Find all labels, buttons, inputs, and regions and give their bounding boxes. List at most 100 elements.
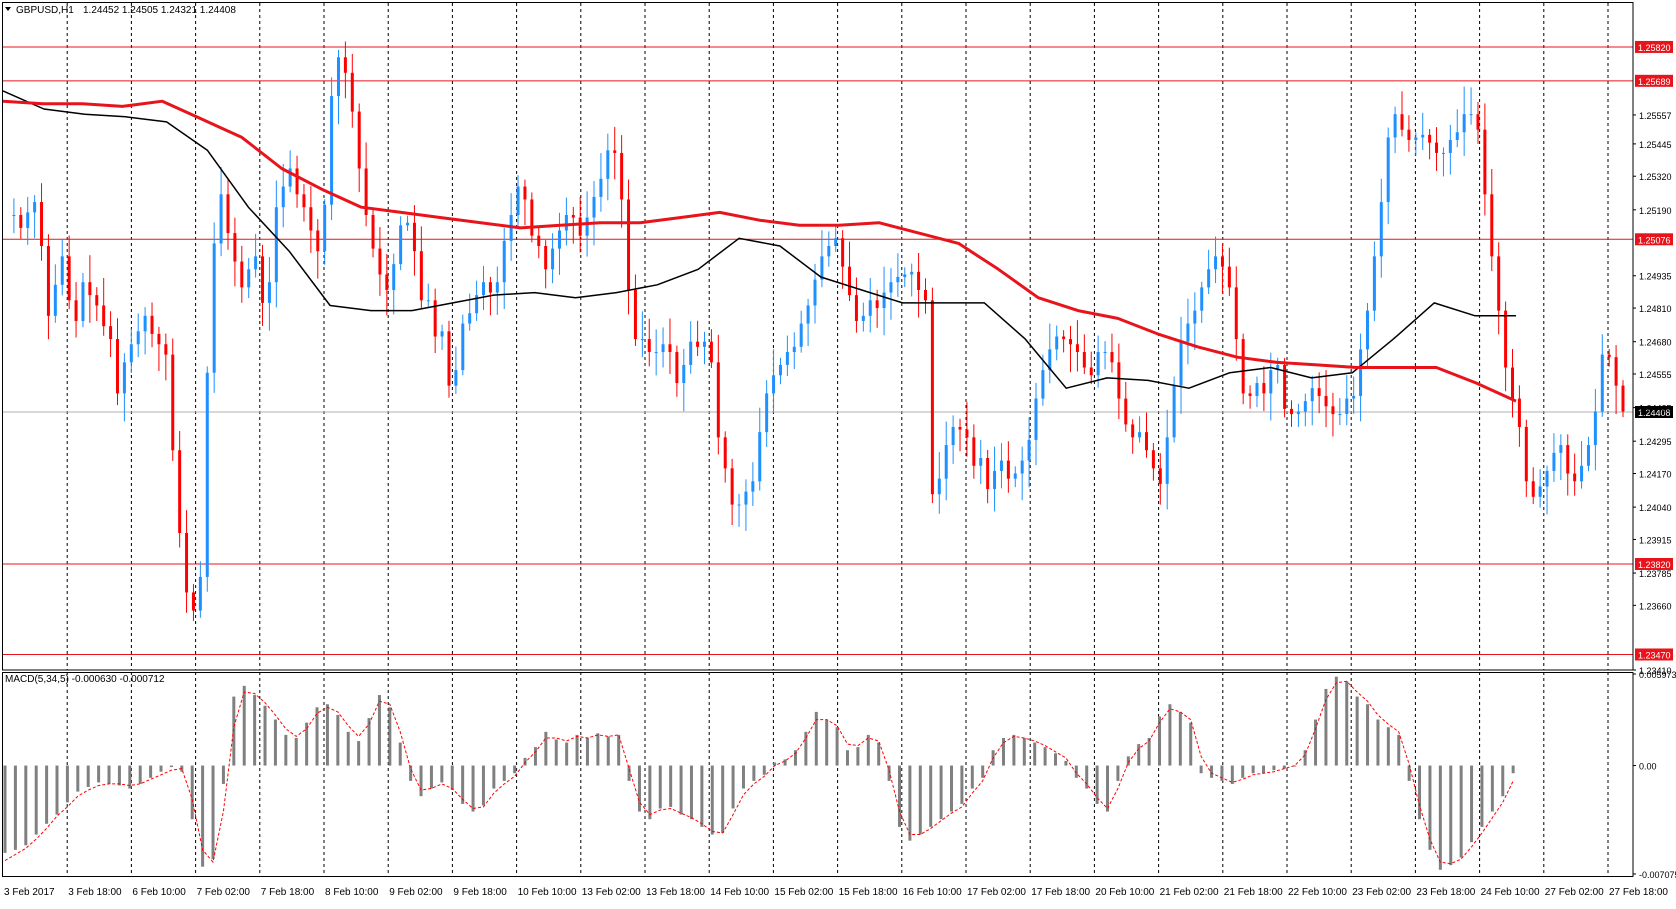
bull-candle — [889, 268, 893, 320]
candle-body — [1207, 269, 1211, 288]
bear-candle — [1483, 103, 1487, 216]
bull-candle — [1365, 302, 1369, 367]
bull-candle — [1393, 106, 1397, 154]
candle-body — [1186, 323, 1190, 342]
macd-histogram-bar — [825, 719, 829, 766]
bull-candle — [1559, 434, 1563, 481]
time-tick-label: 7 Feb 02:00 — [197, 887, 251, 898]
bull-candle — [806, 298, 810, 346]
bear-candle — [848, 241, 852, 301]
bear-candle — [364, 142, 368, 227]
bear-candle — [447, 320, 451, 398]
candle-body — [1290, 408, 1294, 415]
candle-body — [60, 256, 64, 285]
bull-candle — [703, 331, 707, 365]
macd-histogram-bar — [1033, 742, 1037, 766]
bear-candle — [1110, 333, 1114, 373]
time-tick-label: 17 Feb 18:00 — [1031, 887, 1090, 898]
candle-body — [827, 246, 831, 257]
candle-body — [792, 346, 796, 353]
bull-candle — [1372, 241, 1376, 322]
bull-candle — [1096, 335, 1100, 388]
bear-candle — [1241, 333, 1245, 405]
bear-candle — [1435, 127, 1439, 171]
macd-histogram-bar — [585, 737, 589, 766]
candle-body — [751, 481, 755, 492]
macd-histogram-bar — [1490, 765, 1494, 812]
time-tick-label: 24 Feb 10:00 — [1481, 887, 1540, 898]
candle-body — [122, 362, 126, 394]
bear-candle — [1227, 247, 1231, 296]
bear-candle — [1621, 380, 1625, 418]
candle-body — [336, 57, 340, 97]
candle-body — [1580, 465, 1584, 482]
ohlc-label: 1.24452 1.24505 1.24321 1.24408 — [83, 5, 236, 16]
bear-candle — [544, 240, 548, 289]
candlestick-series — [12, 41, 1625, 621]
candle-body — [1089, 367, 1093, 376]
bull-candle — [792, 332, 796, 370]
macd-histogram-bar — [388, 707, 392, 766]
macd-histogram-bar — [1002, 737, 1006, 766]
bull-candle — [1200, 281, 1204, 324]
macd-histogram-bar — [367, 718, 371, 766]
bear-candle — [1220, 244, 1224, 294]
macd-histogram-bar — [554, 739, 558, 766]
candle-body — [1138, 432, 1142, 438]
price-tick-label: 1.23660 — [1639, 601, 1672, 611]
price-tick-label: 1.23915 — [1639, 535, 1672, 545]
bull-candle — [267, 257, 271, 331]
bull-candle — [461, 314, 465, 376]
bear-candle — [1428, 129, 1432, 160]
candle-body — [1048, 349, 1052, 371]
macd-histogram-bar — [1116, 765, 1120, 781]
candle-body — [178, 450, 182, 533]
candle-body — [330, 96, 334, 205]
candle-body — [288, 168, 292, 187]
macd-histogram-bar — [55, 765, 59, 815]
candle-body — [1158, 468, 1162, 484]
macd-histogram-bar — [1386, 727, 1390, 766]
time-tick-label: 23 Feb 18:00 — [1416, 887, 1475, 898]
macd-histogram-bar — [86, 765, 90, 788]
candle-body — [468, 313, 472, 324]
bear-candle — [433, 288, 437, 354]
vertical-grid — [66, 3, 1609, 876]
level-tag — [1635, 233, 1673, 246]
candle-body — [599, 178, 603, 197]
macd-pane-border — [2, 672, 1634, 877]
candle-body — [1400, 114, 1404, 130]
candle-body — [633, 289, 637, 340]
bear-candle — [1317, 372, 1321, 414]
bull-candle — [1296, 403, 1300, 427]
dropdown-triangle-icon[interactable] — [5, 7, 11, 11]
time-tick-label: 21 Feb 18:00 — [1224, 887, 1283, 898]
bear-candle — [986, 449, 990, 504]
candle-body — [937, 478, 941, 495]
macd-histogram-bar — [637, 765, 641, 812]
macd-histogram-bar — [513, 765, 517, 774]
candle-body — [502, 240, 506, 283]
bull-candle — [765, 380, 769, 448]
macd-histogram-bar — [471, 765, 475, 812]
macd-histogram-bar — [263, 705, 267, 766]
bull-candle — [1020, 446, 1024, 501]
bear-candle — [378, 226, 382, 296]
time-tick-label: 8 Feb 10:00 — [325, 887, 379, 898]
candle-body — [1034, 398, 1038, 440]
bull-candle — [254, 233, 258, 278]
candle-body — [1393, 114, 1397, 138]
macd-histogram-bar — [970, 765, 974, 789]
candle-body — [1524, 426, 1528, 482]
macd-histogram-bar — [596, 733, 600, 766]
candle-body — [95, 295, 99, 306]
candle-body — [744, 491, 748, 505]
bull-candle — [53, 264, 57, 323]
bull-candle — [392, 253, 396, 315]
price-tick-label: 1.24810 — [1639, 304, 1672, 314]
bear-candle — [1497, 242, 1501, 335]
macd-histogram-bar — [502, 765, 506, 781]
candle-body — [1234, 287, 1238, 340]
bull-candle — [1255, 376, 1259, 408]
